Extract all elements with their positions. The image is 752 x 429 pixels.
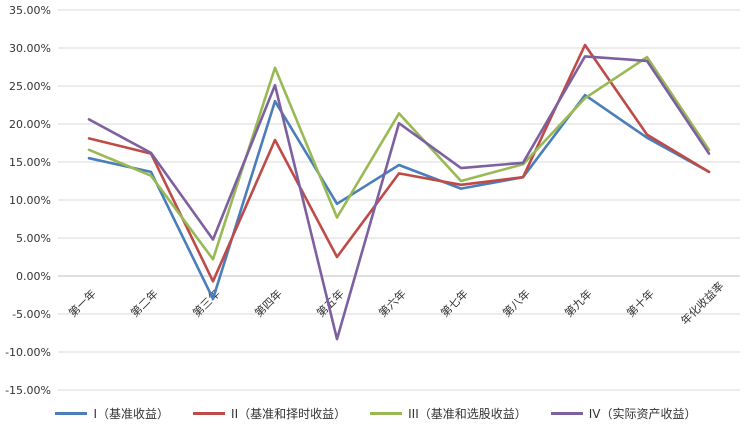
x-tick-label: 第八年	[500, 287, 533, 320]
gridlines	[58, 9, 740, 391]
y-tick-label: 5.00%	[16, 232, 51, 245]
x-tick-label: 第九年	[562, 287, 595, 320]
series-line	[87, 43, 711, 283]
series-line	[87, 93, 711, 301]
y-tick-label: 10.00%	[9, 194, 51, 207]
legend-label: IV（实际资产收益）	[588, 406, 697, 421]
line-chart: 35.00% 30.00% 25.00% 20.00% 15.00% 10.00% 5.00…	[5, 4, 740, 397]
legend-swatch	[55, 411, 88, 415]
legend-item: I（基准收益）	[55, 405, 169, 422]
x-tick-label: 第四年	[252, 287, 285, 320]
legend-label: II（基准和择时收益）	[231, 406, 347, 421]
legend-item: II（基准和择时收益）	[193, 405, 346, 422]
y-tick-label: 15.00%	[9, 156, 51, 169]
x-tick-label: 第二年	[128, 287, 161, 320]
y-axis: 35.00% 30.00% 25.00% 20.00% 15.00% 10.00% 5.00…	[5, 4, 51, 397]
x-axis: 第一年 第二年 第三年 第四年 第五年 第六年 第七年 第八年 第九年 第十年 年化收益率	[58, 275, 740, 328]
x-tick-label: 第七年	[438, 287, 471, 320]
x-tick-label: 年化收益率	[678, 279, 727, 328]
legend-label: I（基准收益）	[93, 406, 170, 421]
series-line	[87, 55, 711, 341]
y-tick-label: 0.00%	[16, 270, 51, 283]
legend: I（基准收益） II（基准和择时收益） III（基准和选股收益） IV（实际资产收益）	[0, 401, 752, 425]
legend-swatch	[370, 411, 403, 415]
y-tick-label: -5.00%	[12, 308, 51, 321]
x-tick-label: 第三年	[190, 287, 223, 320]
legend-swatch	[550, 411, 583, 415]
legend-label: III（基准和选股收益）	[408, 406, 527, 421]
series-line	[87, 55, 711, 261]
legend-swatch	[193, 411, 226, 415]
series-lines	[87, 43, 711, 341]
y-tick-label: -10.00%	[5, 346, 51, 359]
x-tick-label: 第十年	[624, 287, 657, 320]
x-tick-label: 第一年	[66, 287, 99, 320]
y-tick-label: 35.00%	[9, 4, 51, 17]
y-tick-label: 25.00%	[9, 80, 51, 93]
legend-item: IV（实际资产收益）	[550, 405, 697, 422]
y-tick-label: -15.00%	[5, 384, 51, 397]
y-tick-label: 30.00%	[9, 42, 51, 55]
legend-item: III（基准和选股收益）	[370, 405, 527, 422]
y-tick-label: 20.00%	[9, 118, 51, 131]
x-tick-label: 第六年	[376, 287, 409, 320]
